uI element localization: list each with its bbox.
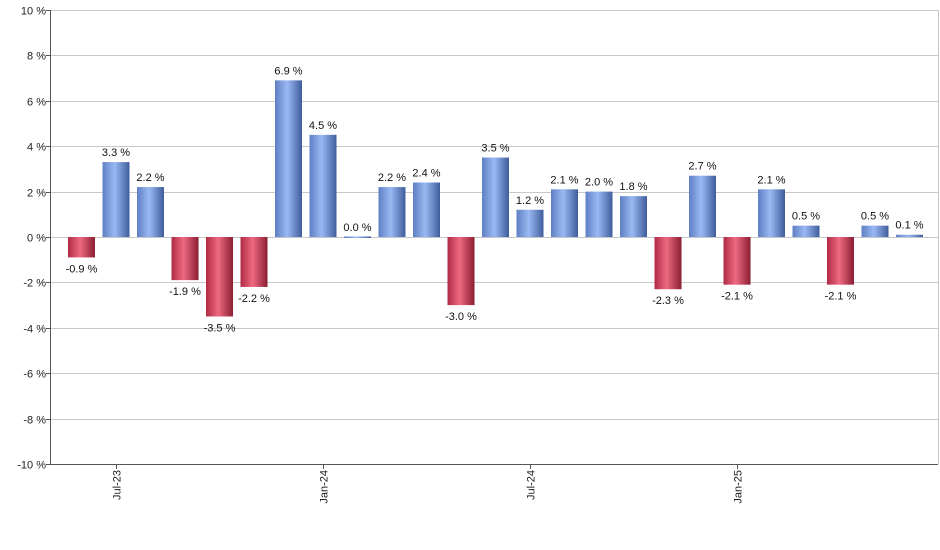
- data-label-nov-24: -2.3 %: [652, 295, 684, 307]
- bar-jul-23: [102, 162, 130, 237]
- y-tick-label: 4 %: [27, 142, 46, 154]
- data-label-feb-24: 0.0 %: [343, 222, 371, 234]
- data-label-mar-25: 0.5 %: [792, 211, 820, 223]
- bar-jul-24: [516, 209, 544, 237]
- y-tick-label: -6 %: [23, 369, 46, 381]
- data-label-nov-23: -2.2 %: [238, 293, 270, 305]
- bar-mar-24: [378, 187, 406, 237]
- x-tick-label: Jan-24: [319, 470, 331, 504]
- data-label-sep-24: 2.0 %: [585, 177, 613, 189]
- y-tick-label: -8 %: [23, 415, 46, 427]
- data-label-jul-23: 3.3 %: [102, 147, 130, 159]
- data-label-oct-23: -3.5 %: [204, 322, 236, 334]
- y-tick-label: 0 %: [27, 233, 46, 245]
- bars: [68, 80, 923, 317]
- bar-dec-23: [275, 80, 302, 238]
- bar-feb-25: [758, 189, 785, 237]
- data-label-feb-25: 2.1 %: [757, 174, 785, 186]
- data-label-aug-23: 2.2 %: [136, 172, 164, 184]
- bar-nov-24: [654, 237, 682, 290]
- data-label-jun-23: -0.9 %: [66, 263, 98, 275]
- data-label-jun-25: 0.1 %: [895, 220, 923, 232]
- bar-data-labels: -0.9 % 3.3 % 2.2 % -1.9 % -3.5 % -2.2 % 6.9 % 4…: [66, 65, 924, 334]
- bar-may-24: [447, 237, 475, 306]
- x-tick-label: Jan-25: [733, 470, 745, 504]
- bar-feb-24: [344, 236, 371, 238]
- bar-may-25: [861, 225, 889, 237]
- y-tick-label: 10 %: [21, 6, 46, 18]
- x-tick-label: Jul-23: [112, 470, 124, 500]
- bar-nov-23: [240, 237, 268, 287]
- data-label-apr-24: 2.4 %: [412, 168, 440, 180]
- bar-oct-24: [620, 196, 647, 237]
- y-axis-tick-labels: 10 % 8 % 6 % 4 % 2 % 0 % -2 % -4 % -6 % -8 % -10 %: [17, 6, 46, 472]
- data-label-may-24: -3.0 %: [445, 311, 477, 323]
- data-label-jan-24: 4.5 %: [309, 120, 337, 132]
- bar-dec-24: [689, 175, 716, 237]
- data-label-oct-24: 1.8 %: [619, 181, 647, 193]
- y-tick-label: -10 %: [17, 460, 46, 472]
- bar-oct-23: [206, 237, 233, 317]
- y-tick-label: -4 %: [23, 324, 46, 336]
- data-label-jul-24: 1.2 %: [516, 195, 544, 207]
- data-label-aug-24: 2.1 %: [550, 174, 578, 186]
- data-label-mar-24: 2.2 %: [378, 172, 406, 184]
- bar-jan-24: [309, 134, 337, 237]
- data-label-apr-25: -2.1 %: [825, 291, 857, 303]
- bar-jan-25: [723, 237, 751, 285]
- data-label-may-25: 0.5 %: [861, 211, 889, 223]
- data-label-sep-23: -1.9 %: [169, 286, 201, 298]
- bar-apr-25: [827, 237, 854, 285]
- data-label-dec-24: 2.7 %: [688, 161, 716, 173]
- bar-jun-24: [482, 157, 509, 237]
- bar-aug-24: [551, 189, 578, 237]
- bar-jun-23: [68, 237, 95, 258]
- y-tick-label: 8 %: [27, 51, 46, 63]
- y-tick-label: 6 %: [27, 97, 46, 109]
- x-axis-tick-labels: Jul-23 Jan-24 Jul-24 Jan-25: [112, 470, 745, 504]
- data-label-dec-23: 6.9 %: [274, 65, 302, 77]
- bar-sep-23: [171, 237, 199, 281]
- bar-jun-25: [896, 234, 923, 237]
- y-tick-label: 2 %: [27, 188, 46, 200]
- data-label-jan-25: -2.1 %: [721, 291, 753, 303]
- data-label-jun-24: 3.5 %: [481, 143, 509, 155]
- y-tick-label: -2 %: [23, 278, 46, 290]
- bar-aug-23: [137, 187, 164, 237]
- bar-apr-24: [413, 182, 440, 237]
- axes: [46, 10, 938, 469]
- bar-sep-24: [585, 191, 613, 237]
- x-tick-label: Jul-24: [526, 470, 538, 500]
- bar-mar-25: [792, 225, 820, 237]
